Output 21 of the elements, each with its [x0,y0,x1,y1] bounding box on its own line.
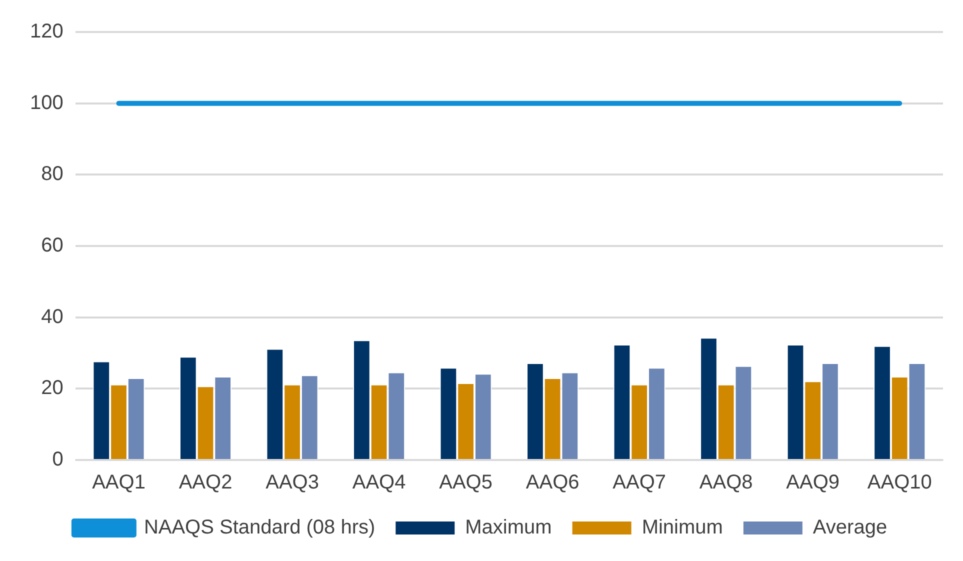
x-tick-label: AAQ10 [867,472,932,494]
y-tick-label: 100 [30,92,64,114]
y-tick-label: 60 [41,234,64,257]
legend-label: Minimum [642,516,723,539]
x-tick-label: AAQ9 [786,472,840,494]
x-tick-label: AAQ7 [612,472,666,494]
y-tick-label: 120 [30,20,64,43]
x-tick-label: AAQ1 [92,472,146,494]
x-tick-label: AAQ8 [699,472,753,494]
y-tick-label: 20 [41,377,64,400]
x-tick-label: AAQ5 [439,472,492,494]
x-tick-label: AAQ2 [178,472,232,494]
y-tick-label: 0 [52,448,64,471]
y-tick-label: 80 [41,163,64,186]
y-tick-label: 40 [41,306,64,328]
x-tick-label: AAQ4 [352,472,406,494]
x-tick-label: AAQ3 [266,472,319,494]
x-tick-label: AAQ6 [526,472,580,494]
legend-label: Average [812,516,888,539]
legend-label: NAAQS Standard (08 hrs) [144,516,376,539]
legend-label: Maximum [465,516,552,539]
